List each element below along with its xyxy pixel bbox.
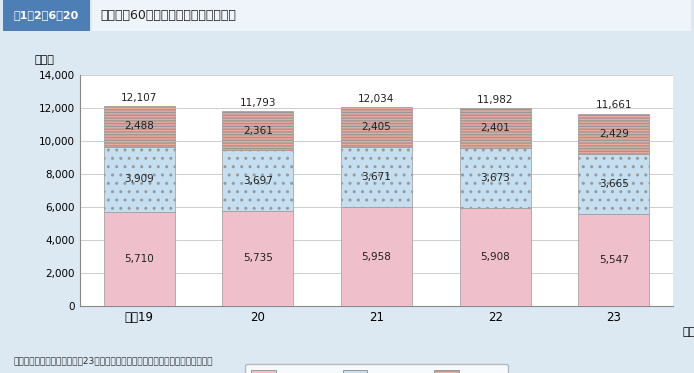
Text: 2,401: 2,401: [480, 123, 510, 133]
Text: 3,665: 3,665: [599, 179, 629, 189]
Bar: [103, 211, 175, 306]
Text: 3,909: 3,909: [124, 174, 154, 184]
Text: 12,107: 12,107: [121, 93, 158, 103]
Text: （人）: （人）: [34, 55, 54, 65]
Bar: [222, 111, 294, 150]
Text: 5,710: 5,710: [124, 254, 154, 264]
Text: 3,697: 3,697: [243, 176, 273, 186]
Bar: [222, 211, 294, 306]
Bar: [103, 106, 175, 147]
Legend: 60～69歳, 70～79歳, 80歳以上: 60～69歳, 70～79歳, 80歳以上: [245, 364, 508, 373]
Text: 5,735: 5,735: [243, 254, 273, 263]
Text: 2,405: 2,405: [362, 122, 391, 132]
Bar: [578, 214, 650, 306]
Bar: [459, 208, 531, 306]
Text: 資料：内閣府・警察庁「平成23年中における自殺の状況」に基づき内閣府が作成: 資料：内閣府・警察庁「平成23年中における自殺の状況」に基づき内閣府が作成: [14, 357, 213, 366]
Bar: [341, 207, 412, 306]
Text: 11,661: 11,661: [595, 100, 632, 110]
Text: 12,034: 12,034: [358, 94, 395, 104]
Text: 11,793: 11,793: [239, 98, 276, 108]
Bar: [578, 154, 650, 214]
Text: 5,958: 5,958: [362, 252, 391, 261]
Text: 11,982: 11,982: [477, 95, 514, 105]
Text: 3,671: 3,671: [362, 172, 391, 182]
Text: 3,673: 3,673: [480, 173, 510, 183]
Text: 2,361: 2,361: [243, 126, 273, 135]
Bar: [459, 108, 531, 148]
Bar: [459, 148, 531, 208]
Bar: [341, 107, 412, 147]
Text: 5,547: 5,547: [599, 255, 629, 265]
Text: 2,488: 2,488: [124, 122, 154, 131]
Bar: [103, 147, 175, 211]
Bar: [222, 150, 294, 211]
Text: 図1－2－6－20: 図1－2－6－20: [14, 10, 79, 20]
Text: 5,908: 5,908: [480, 252, 510, 262]
Text: （年）: （年）: [683, 327, 694, 337]
Bar: [578, 113, 650, 154]
Text: 高齢者（60歳以上）の自殺者数の推移: 高齢者（60歳以上）の自殺者数の推移: [101, 9, 237, 22]
Text: 2,429: 2,429: [599, 129, 629, 139]
Bar: [341, 147, 412, 207]
